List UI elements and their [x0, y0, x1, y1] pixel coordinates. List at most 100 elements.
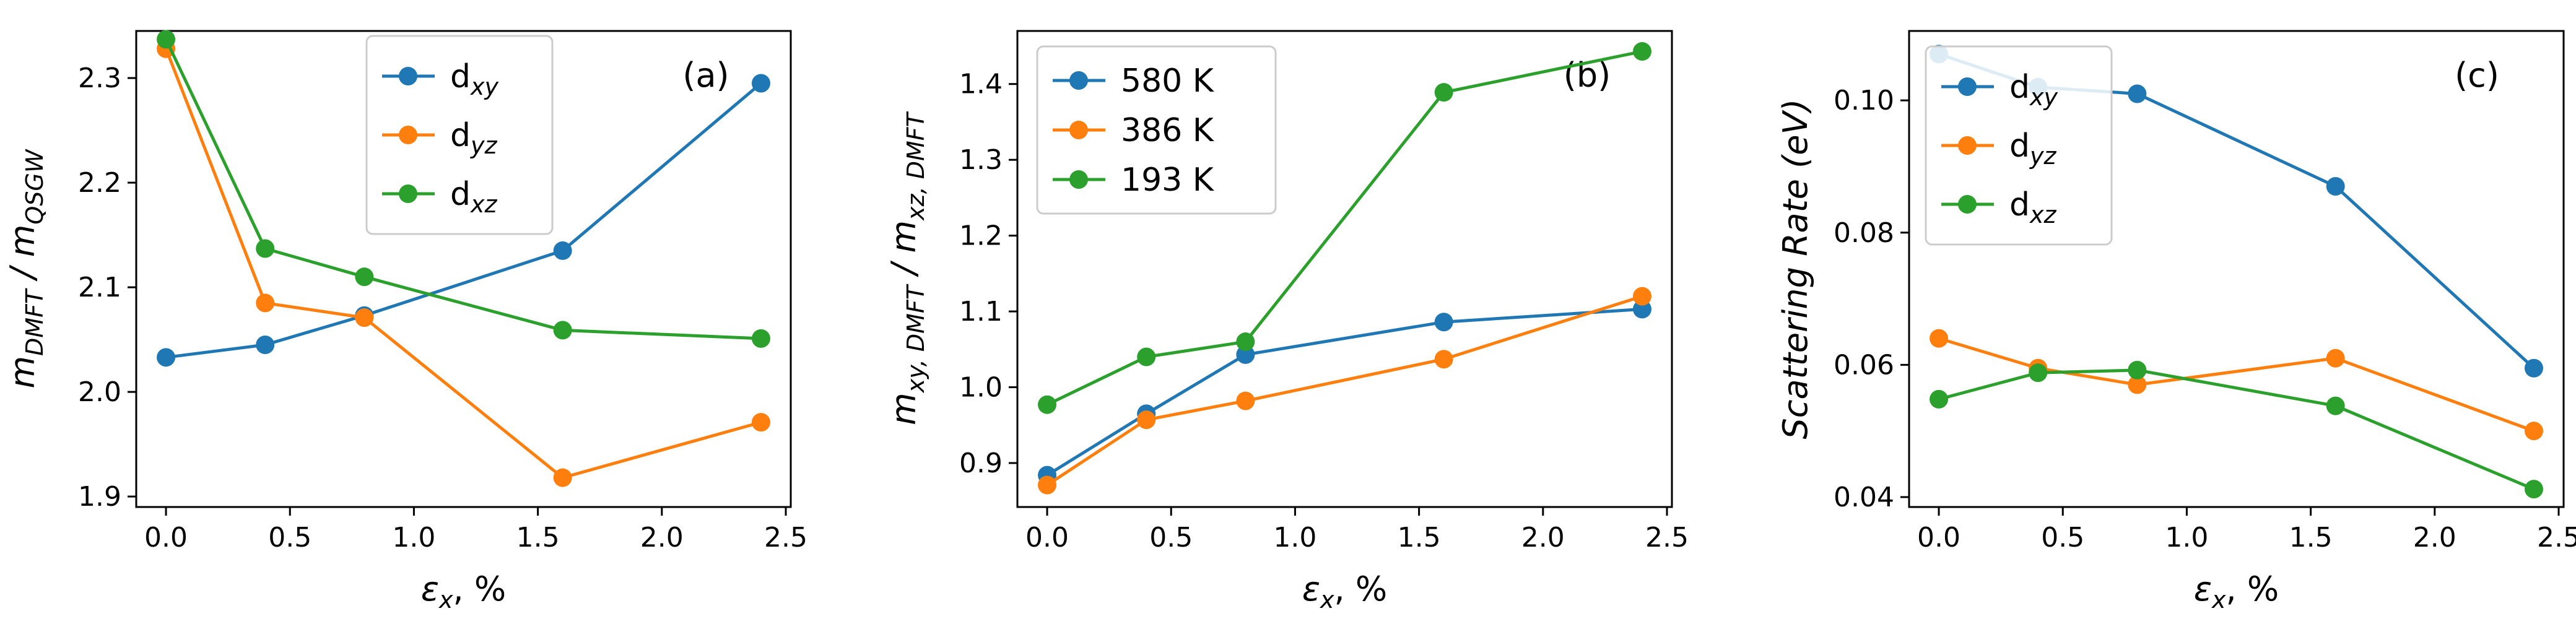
panel-2: 0.0 0.5 1.0 1.5 2.0 2.5 0.9 1.0 1.1 1.2 1.3 1.4 εx, … [884, 30, 1689, 613]
data-point [553, 241, 572, 260]
x-tick-label: 2.0 [1521, 522, 1565, 553]
x-tick-label: 0.0 [144, 522, 188, 553]
data-point [2326, 176, 2345, 196]
data-point [2524, 480, 2543, 499]
data-point [751, 413, 770, 432]
data-point [1632, 287, 1651, 306]
series-2 [1038, 287, 1651, 495]
data-point [2128, 84, 2147, 103]
x-tick-label: 2.0 [2413, 522, 2456, 553]
x-tick-label: 1.5 [2289, 522, 2333, 553]
x-tick-label: 1.5 [1398, 522, 1441, 553]
legend-marker [399, 126, 417, 144]
data-point [2029, 363, 2048, 383]
y-tick-label: 0.06 [1834, 349, 1894, 381]
legend-marker [1958, 195, 1977, 214]
legend-marker [1958, 77, 1977, 96]
data-point [2326, 349, 2345, 368]
y-tick-label: 1.1 [959, 296, 1003, 327]
data-point [157, 348, 176, 367]
y-tick-label: 0.9 [959, 448, 1003, 479]
series-line [1046, 295, 1643, 487]
data-point [2524, 358, 2543, 378]
series-line [1046, 307, 1643, 477]
legend-marker [399, 67, 417, 85]
y-axis-label: Scattering Rate (eV) [1776, 99, 1815, 440]
panel-label: (a) [682, 56, 729, 95]
legend-marker [1958, 136, 1977, 155]
x-axis-label: εx, % [1302, 570, 1387, 613]
data-point [553, 321, 572, 340]
y-tick-label: 1.0 [959, 372, 1003, 404]
data-point [2128, 360, 2147, 379]
axes-frame [135, 30, 792, 508]
x-tick-label: 1.0 [2165, 522, 2208, 553]
x-tick-label: 2.5 [2537, 522, 2576, 553]
legend-label: dyz [450, 117, 498, 159]
x-tick-label: 2.0 [640, 522, 684, 553]
data-point [1434, 83, 1453, 102]
data-point [256, 293, 275, 313]
x-axis-label: εx, % [421, 570, 506, 613]
data-point [751, 74, 770, 93]
data-point [256, 336, 275, 355]
legend: 580 K 386 K 193 K [1036, 45, 1277, 215]
y-tick-label: 2.0 [78, 376, 121, 408]
y-tick-label: 2.2 [78, 167, 121, 199]
series-3 [1038, 42, 1651, 414]
y-axis-label: mxy, DMFT / mxz, DMFT [884, 111, 929, 425]
data-point [1930, 389, 1949, 409]
legend-label: 386 K [1121, 112, 1215, 149]
axes-frame [1016, 30, 1673, 508]
legend-box [1036, 45, 1277, 215]
panel-3: 0.0 0.5 1.0 1.5 2.0 2.5 0.04 0.06 0.08 0.10 εx, % S… [1776, 30, 2576, 613]
x-tick-label: 2.5 [1645, 522, 1689, 553]
y-tick-label: 1.4 [959, 69, 1003, 100]
data-point [1632, 42, 1651, 61]
y-tick-label: 0.08 [1834, 217, 1894, 249]
y-tick-label: 0.10 [1834, 85, 1894, 116]
x-tick-label: 0.5 [1149, 522, 1193, 553]
series-line [1938, 368, 2535, 491]
legend-label: 193 K [1121, 162, 1215, 199]
legend: dxy dyz dxz [365, 35, 554, 235]
legend-box [1925, 45, 2113, 246]
y-tick-label: 0.04 [1834, 482, 1894, 513]
x-tick-label: 1.5 [516, 522, 560, 553]
y-tick-label: 2.3 [78, 63, 121, 94]
data-point [1038, 475, 1057, 495]
x-tick-label: 1.0 [1273, 522, 1316, 553]
legend-box [365, 35, 554, 235]
data-point [355, 267, 374, 287]
data-point [2524, 422, 2543, 441]
data-point [157, 30, 176, 49]
x-tick-label: 0.0 [1917, 522, 1960, 553]
legend-label: 580 K [1121, 63, 1215, 100]
legend-label: dxz [2009, 186, 2057, 228]
y-tick-label: 1.2 [959, 220, 1003, 252]
data-point [2326, 396, 2345, 415]
data-point [1632, 300, 1651, 319]
legend-marker [399, 184, 417, 203]
legend: dxy dyz dxz [1925, 45, 2113, 246]
y-tick-label: 1.3 [959, 144, 1003, 176]
legend-marker [1069, 170, 1088, 189]
series-line [1938, 337, 2535, 433]
legend-label: dxy [2009, 69, 2058, 111]
panel-1: 0.0 0.5 1.0 1.5 2.0 2.5 1.9 2.0 2.1 2.2 2.3 εx, % mD… [3, 30, 807, 613]
data-point [751, 329, 770, 348]
series-3 [157, 30, 770, 348]
x-tick-label: 0.0 [1025, 522, 1069, 553]
legend-marker [1069, 121, 1088, 139]
y-tick-label: 1.9 [78, 481, 121, 513]
legend-label: dxz [450, 176, 498, 218]
series-3 [1930, 360, 2543, 499]
series-2 [1930, 329, 2543, 441]
data-point [1038, 395, 1057, 414]
data-point [1236, 391, 1255, 410]
data-point [1434, 350, 1453, 369]
data-point [553, 468, 572, 487]
data-point [2128, 375, 2147, 394]
x-tick-label: 0.5 [2041, 522, 2084, 553]
